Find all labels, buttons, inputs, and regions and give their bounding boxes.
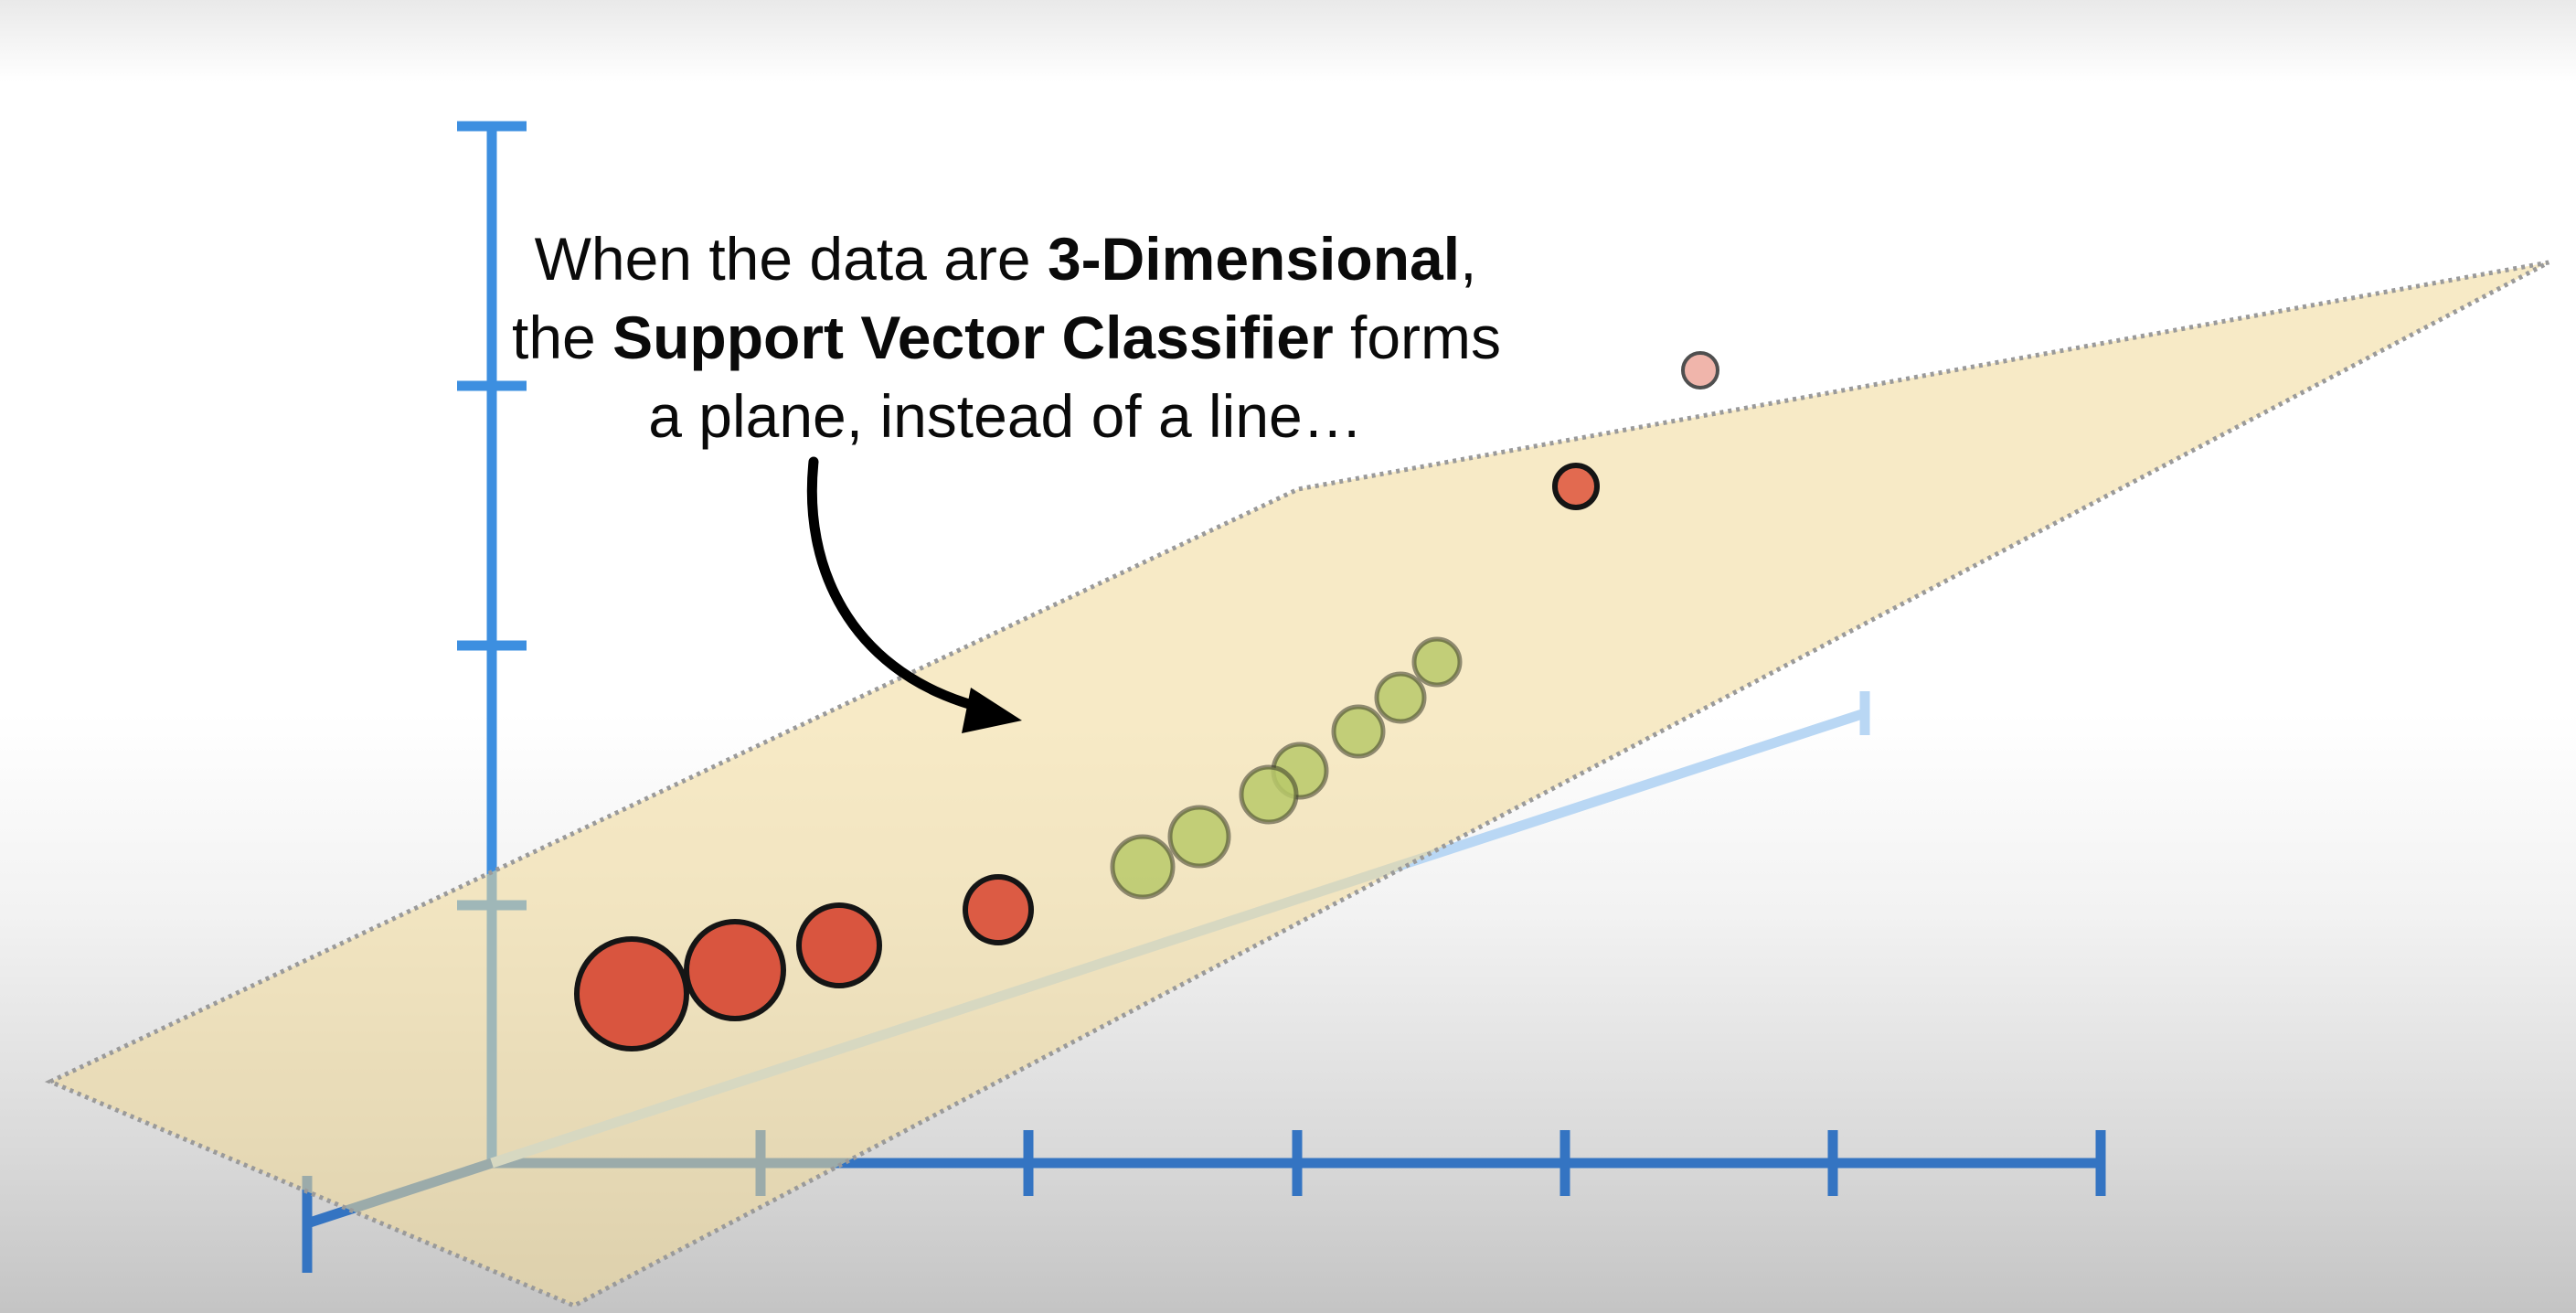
data-point <box>1110 834 1176 900</box>
data-point <box>1167 805 1231 869</box>
data-point <box>1552 463 1600 510</box>
points-behind-plane <box>1681 351 1719 390</box>
data-point <box>1239 764 1299 825</box>
data-point <box>1374 671 1427 724</box>
data-point <box>574 936 689 1051</box>
data-point <box>1681 351 1719 390</box>
data-point <box>1411 636 1463 688</box>
data-point <box>963 874 1034 945</box>
red-points <box>574 463 1600 1051</box>
data-point <box>684 919 786 1021</box>
data-point <box>796 902 882 988</box>
caption-line-1: When the data are 3-Dimensional, <box>534 225 1477 293</box>
caption: When the data are 3-Dimensional, the Sup… <box>512 219 1501 455</box>
data-point <box>1331 704 1386 759</box>
curved-arrow-icon <box>806 456 1022 733</box>
caption-line-2: the Support Vector Classifier forms <box>512 304 1501 371</box>
green-points <box>1110 636 1463 900</box>
caption-line-3: a plane, instead of a line… <box>648 382 1363 450</box>
